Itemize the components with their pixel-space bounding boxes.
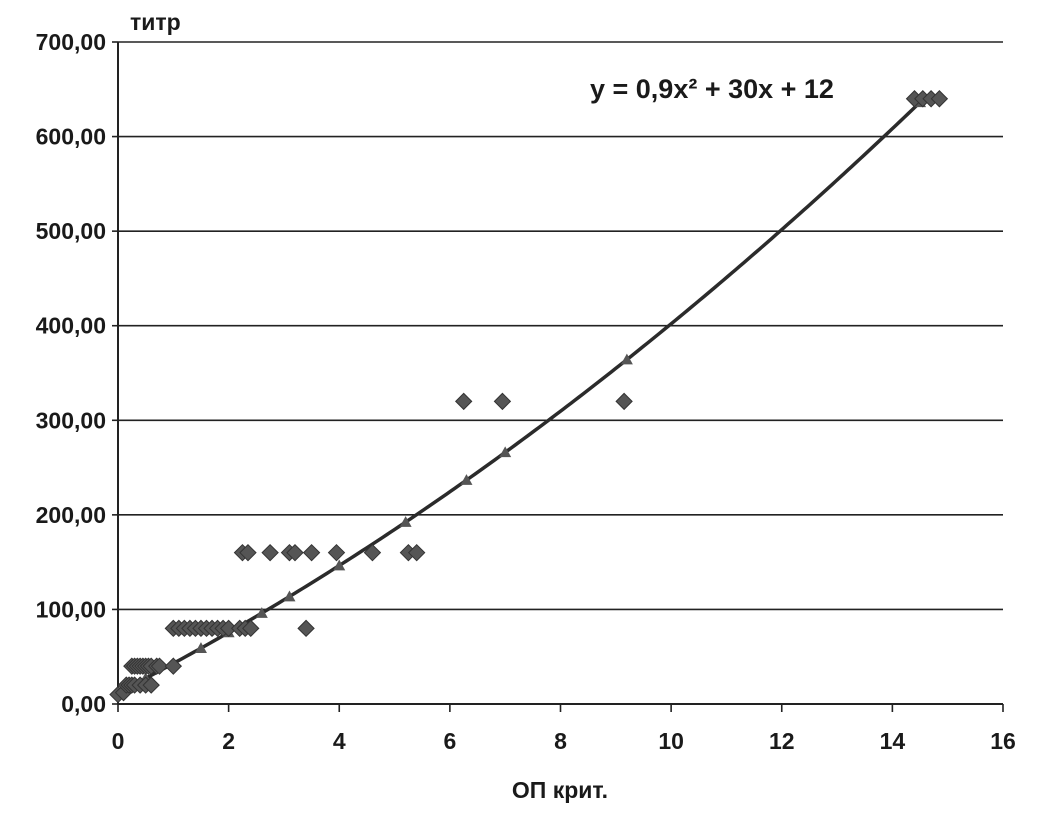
y-tick-label: 100,00 (36, 596, 106, 622)
data-point (286, 543, 304, 562)
x-tick-label: 6 (443, 728, 456, 754)
x-tick-label: 12 (769, 728, 795, 754)
x-tick-label: 0 (112, 728, 125, 754)
data-point (297, 619, 315, 638)
y-axis-label: титр (130, 9, 181, 35)
axes (112, 41, 1004, 712)
y-tick-label: 400,00 (36, 313, 106, 339)
x-tick-label: 16 (990, 728, 1016, 754)
x-tick-label: 10 (658, 728, 684, 754)
y-tick-label: 0,00 (61, 691, 106, 717)
data-point (150, 657, 169, 675)
data-point (493, 392, 512, 411)
data-point (363, 543, 382, 562)
labels: титр ОП крит. y = 0,9x² + 30x + 12 0,00 1… (36, 9, 1016, 803)
y-tick-label: 500,00 (36, 218, 106, 244)
fit-marker (399, 516, 412, 527)
fit-marker (255, 607, 268, 618)
data-point (261, 543, 279, 562)
data-point (615, 392, 633, 411)
data-point (164, 657, 183, 675)
trendline-layer (117, 96, 927, 695)
data-points (109, 90, 949, 704)
data-point (454, 392, 473, 411)
y-tick-label: 700,00 (36, 29, 106, 55)
x-tick-label: 14 (880, 728, 906, 754)
fit-marker (499, 446, 512, 458)
data-point (239, 543, 257, 562)
fit-marker (333, 559, 346, 571)
x-axis-label: ОП крит. (512, 777, 608, 803)
data-point (407, 543, 426, 562)
grid-lines (118, 41, 1003, 611)
trendline (117, 101, 922, 695)
data-point (142, 676, 160, 694)
x-tick-label: 4 (333, 728, 346, 754)
fit-marker (283, 590, 296, 602)
data-point (302, 543, 321, 562)
y-tick-label: 300,00 (36, 407, 106, 433)
fit-marker (194, 642, 207, 653)
data-point (327, 543, 346, 562)
trendline-equation: y = 0,9x² + 30x + 12 (590, 74, 834, 104)
fit-marker (620, 353, 633, 365)
fit-marker (460, 474, 473, 485)
x-tick-label: 2 (222, 728, 235, 754)
y-tick-label: 600,00 (36, 124, 106, 150)
data-point (930, 90, 949, 108)
x-tick-label: 8 (554, 728, 567, 754)
y-tick-label: 200,00 (36, 502, 106, 528)
data-point (242, 619, 260, 638)
